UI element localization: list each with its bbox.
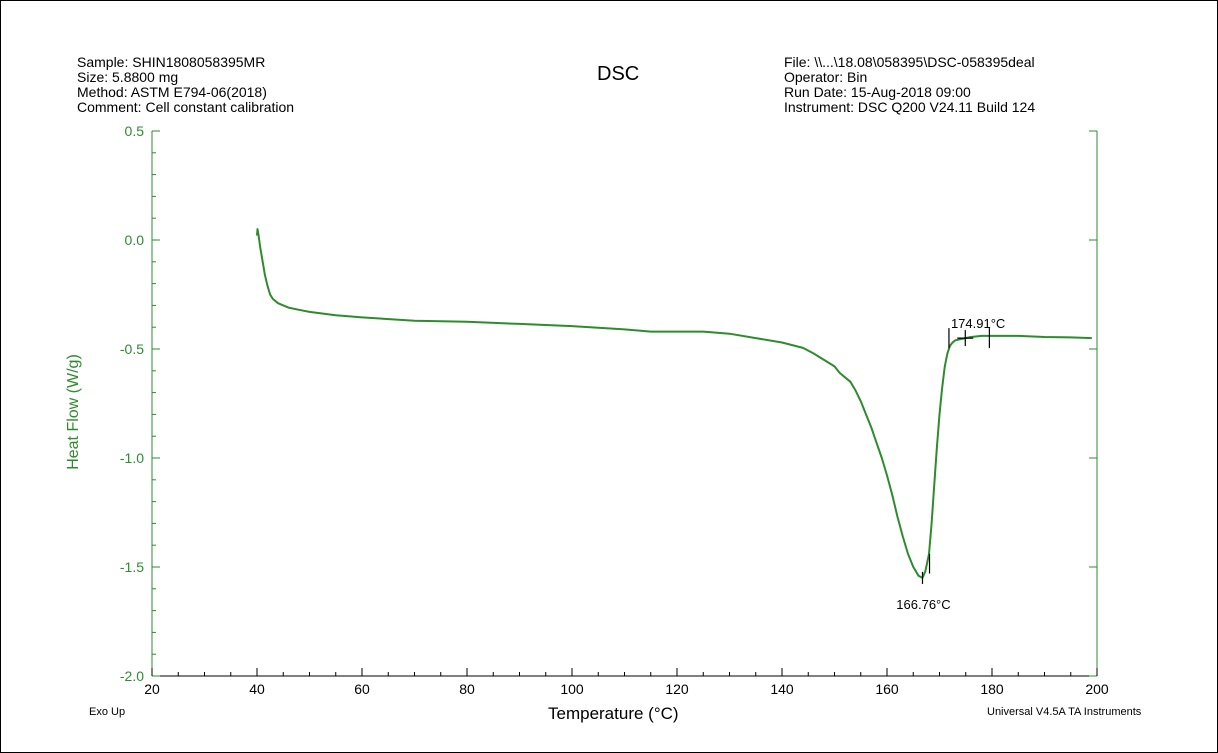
- operator-line: Operator: Bin: [784, 69, 868, 85]
- y-tick-label: 0.5: [125, 123, 145, 139]
- instrument-line: Instrument: DSC Q200 V24.11 Build 124: [784, 99, 1036, 115]
- y-tick-label: -1.0: [120, 450, 144, 466]
- peak-annotation: 166.76°C: [896, 597, 950, 612]
- y-tick-label: -0.5: [120, 341, 144, 357]
- exo-direction-note: Exo Up: [89, 706, 126, 718]
- y-tick-label: 0.0: [125, 232, 145, 248]
- y-axis-label: Heat Flow (W/g): [65, 354, 82, 470]
- onset-annotation: 174.91°C: [951, 316, 1005, 331]
- x-tick-label: 20: [144, 681, 160, 697]
- x-axis-label: Temperature (°C): [548, 704, 679, 723]
- x-tick-label: 180: [980, 681, 1004, 697]
- run-info: File: \\...\18.08\058395\DSC-058395deal …: [784, 55, 1035, 115]
- x-tick-label: 140: [770, 681, 794, 697]
- run-date-line: Run Date: 15-Aug-2018 09:00: [784, 84, 971, 100]
- x-tick-label: 60: [354, 681, 370, 697]
- x-tick-label: 40: [249, 681, 265, 697]
- comment-line: Comment: Cell constant calibration: [77, 99, 295, 115]
- method-line: Method: ASTM E794-06(2018): [77, 84, 267, 100]
- heat-flow-curve: [256, 228, 1092, 579]
- sample-line: Sample: SHIN1808058395MR: [77, 54, 266, 70]
- chart-title: DSC: [597, 63, 640, 85]
- x-tick-label: 120: [665, 681, 689, 697]
- sample-info: Sample: SHIN1808058395MR Size: 5.8800 mg…: [77, 55, 294, 115]
- size-line: Size: 5.8800 mg: [77, 69, 179, 85]
- y-tick-label: -1.5: [120, 559, 144, 575]
- x-tick-label: 80: [459, 681, 475, 697]
- x-tick-label: 100: [560, 681, 584, 697]
- software-version: Universal V4.5A TA Instruments: [987, 706, 1142, 718]
- x-tick-label: 160: [875, 681, 899, 697]
- x-tick-label: 200: [1085, 681, 1109, 697]
- file-line: File: \\...\18.08\058395\DSC-058395deal: [784, 54, 1035, 70]
- y-tick-label: -2.0: [120, 668, 144, 684]
